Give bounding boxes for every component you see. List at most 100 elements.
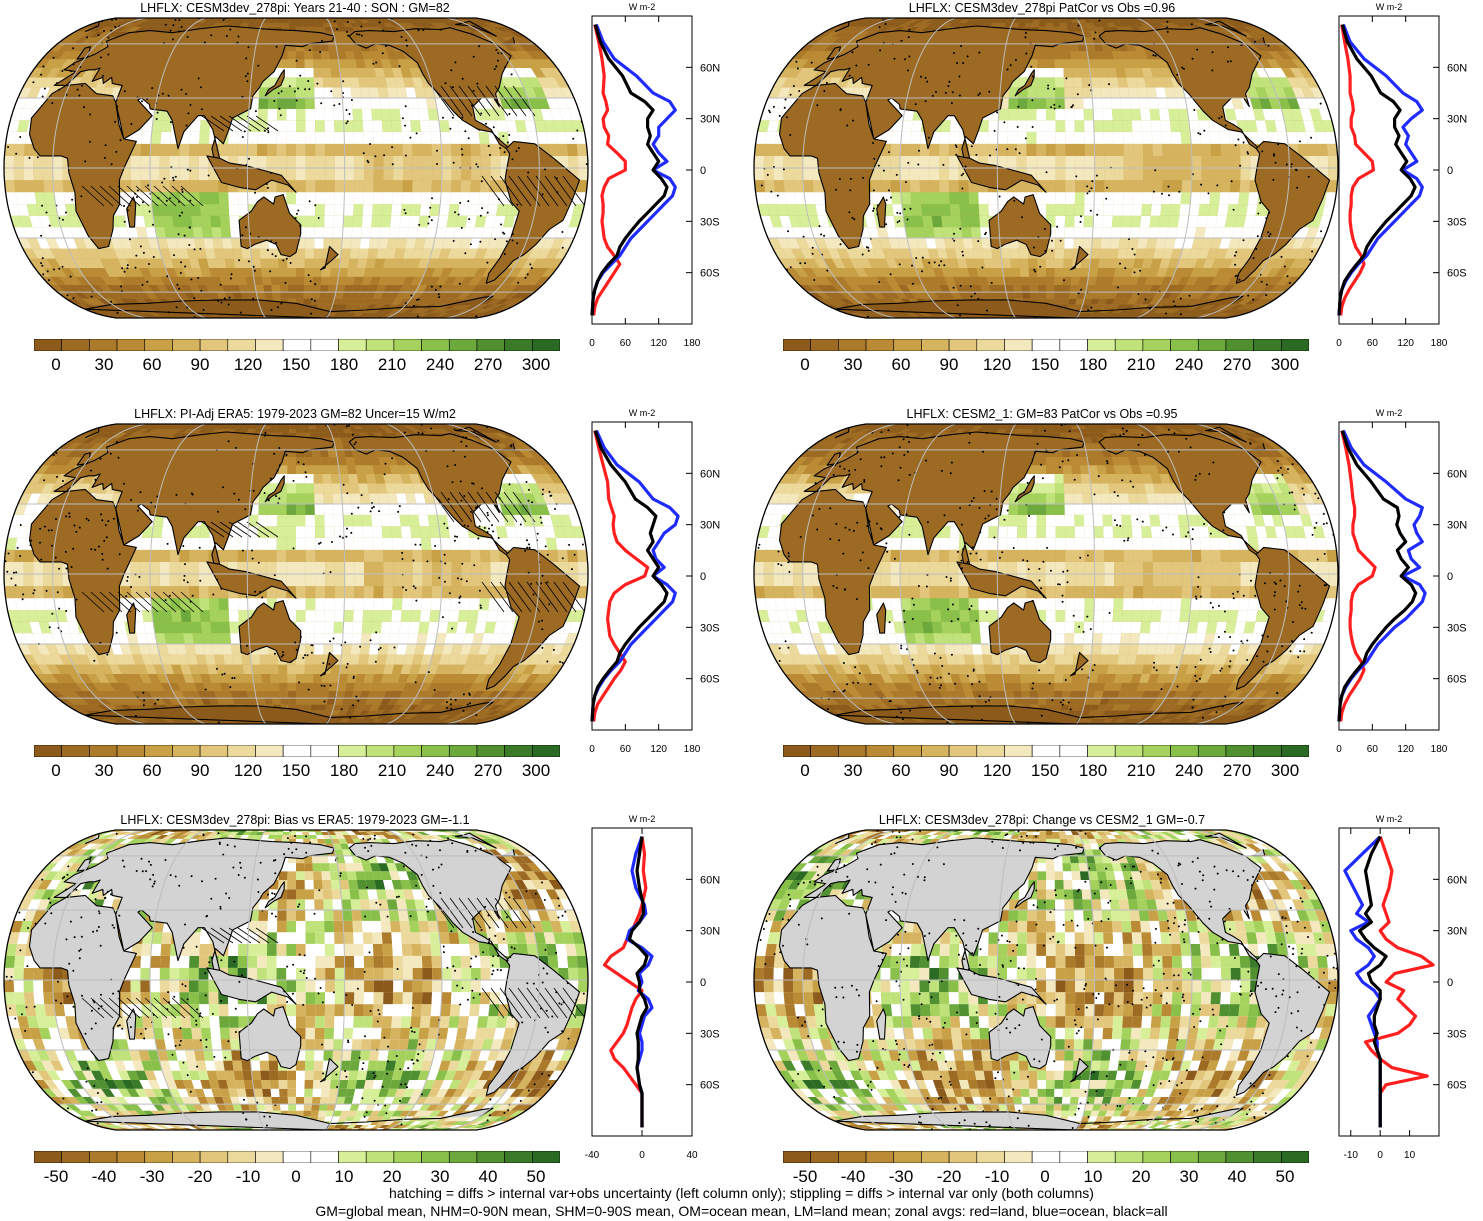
colorbar-tick-label: 30	[843, 355, 863, 374]
colorbar-swatch	[1114, 745, 1144, 757]
colorbar-tick-label: 90	[190, 761, 210, 780]
colorbar-swatch	[227, 1151, 256, 1163]
zonal-xtick: 0	[1336, 744, 1342, 755]
panel-title-2: LHFLX: CESM3dev_278pi PatCor vs Obs =0.9…	[908, 1, 1176, 15]
colorbar-swatch	[338, 339, 367, 351]
colorbar-tick-label: 0	[800, 355, 810, 374]
colorbar-tick-label: 300	[1270, 355, 1300, 374]
colorbar-tick-label: 180	[329, 355, 359, 374]
colorbar-swatch	[504, 1151, 533, 1163]
zonal-all-line	[590, 430, 669, 722]
panel-title-4: LHFLX: CESM2_1: GM=83 PatCor vs Obs =0.9…	[906, 407, 1178, 421]
zonal-land-line	[1339, 24, 1375, 316]
colorbar-tick-label: 0	[1040, 1167, 1050, 1186]
colorbar-tick-label: 150	[281, 761, 311, 780]
colorbar-swatch	[1197, 339, 1227, 351]
zonal-all-line	[1358, 835, 1388, 1128]
zonal-all-line	[627, 836, 649, 1128]
colorbar-swatch	[1031, 745, 1061, 757]
colorbar-swatch	[1253, 1151, 1282, 1163]
colorbar-swatch	[838, 339, 867, 351]
colorbar-swatch	[948, 1151, 978, 1163]
footnote-line-2: GM=global mean, NHM=0-90N mean, SHM=0-90…	[315, 1203, 1168, 1219]
colorbar-swatch	[421, 1151, 450, 1163]
colorbar-swatch	[1004, 339, 1033, 351]
colorbar-tick-label: 150	[281, 355, 311, 374]
colorbar-swatch	[421, 745, 450, 757]
zonal-xtick: 0	[639, 1150, 645, 1161]
colorbar-swatch	[255, 745, 284, 757]
colorbar-swatch	[448, 1151, 478, 1163]
colorbar-swatch	[1059, 339, 1088, 351]
colorbar-swatch	[1004, 1151, 1033, 1163]
colorbar-swatch	[865, 745, 895, 757]
colorbar-6	[783, 1151, 1309, 1163]
zonal-xlabel: W m-2	[1376, 408, 1403, 418]
panel-title-1: LHFLX: CESM3dev_278pi: Years 21-40 : SON…	[140, 1, 450, 15]
colorbar-swatch	[448, 745, 478, 757]
zonal-ytick: 0	[700, 165, 706, 177]
zonal-land-line	[602, 836, 648, 1128]
colorbar-tick-label: 120	[982, 355, 1012, 374]
panel-title-3: LHFLX: PI-Adj ERA5: 1979-2023 GM=82 Unce…	[134, 407, 456, 421]
colorbar-swatch	[172, 745, 201, 757]
colorbar-swatch	[365, 1151, 395, 1163]
colorbar-tick-label: 240	[425, 355, 455, 374]
colorbar-swatch	[810, 745, 839, 757]
colorbar-tick-label: 150	[1030, 761, 1060, 780]
zonal-xtick: 60	[1367, 744, 1379, 755]
colorbar-tick-label: 0	[51, 761, 61, 780]
colorbar-swatch	[393, 1151, 422, 1163]
colorbar-swatch	[504, 745, 533, 757]
zonal-xtick: 60	[620, 338, 632, 349]
colorbar-tick-label: 90	[939, 355, 959, 374]
colorbar-tick-label: 30	[94, 761, 114, 780]
colorbar-swatch	[948, 339, 978, 351]
colorbar-swatch	[1059, 1151, 1088, 1163]
colorbar-swatch	[1059, 745, 1088, 757]
zonal-ytick: 60N	[1447, 468, 1467, 480]
colorbar-3	[34, 745, 560, 757]
colorbar-tick-label: 0	[51, 355, 61, 374]
colorbar-swatch	[365, 745, 395, 757]
colorbar-tick-label: -20	[187, 1167, 213, 1186]
colorbar-swatch	[1087, 1151, 1116, 1163]
colorbar-swatch	[1031, 339, 1061, 351]
zonal-ytick: 60N	[700, 62, 720, 74]
colorbar-tick-label: -40	[91, 1167, 117, 1186]
panel-title-6: LHFLX: CESM3dev_278pi: Change vs CESM2_1…	[878, 813, 1206, 827]
colorbar-swatch	[1225, 339, 1254, 351]
colorbar-swatch	[921, 1151, 950, 1163]
colorbar-tick-label: 30	[843, 761, 863, 780]
colorbar-swatch	[1142, 339, 1171, 351]
colorbar-swatch	[476, 339, 505, 351]
zonal-ytick: 0	[700, 571, 706, 583]
colorbar-swatch	[255, 1151, 284, 1163]
zonal-plot-2: W m-2 0 60 120 180 60N 30N 0 30S 60S	[1336, 2, 1467, 349]
zonal-ytick: 30N	[700, 520, 720, 532]
colorbar-swatch	[34, 745, 62, 757]
colorbar-swatch	[61, 1151, 90, 1163]
zonal-plot-1: W m-2 0 60 120 180 60N 30N 0 30S 60S	[589, 2, 720, 349]
colorbar-swatch	[1142, 1151, 1171, 1163]
colorbar-tick-label: 300	[521, 355, 551, 374]
zonal-land-line	[592, 24, 627, 316]
colorbar-tick-label: 180	[1078, 355, 1108, 374]
zonal-ytick: 60N	[700, 468, 720, 480]
zonal-ytick: 0	[700, 977, 706, 989]
colorbar-swatch	[338, 745, 367, 757]
colorbar-tick-label: 10	[1083, 1167, 1103, 1186]
map-panel-1	[3, 17, 589, 319]
colorbar-tick-label: -40	[840, 1167, 866, 1186]
zonal-ytick: 30S	[700, 622, 720, 634]
colorbar-swatch	[810, 339, 839, 351]
colorbar-swatch	[34, 1151, 62, 1163]
colorbar-swatch	[89, 1151, 118, 1163]
colorbar-5	[34, 1151, 560, 1163]
colorbar-swatch	[172, 339, 201, 351]
map-panel-4	[753, 423, 1339, 725]
colorbar-tick-label: -10	[984, 1167, 1010, 1186]
zonal-ytick: 30S	[700, 1028, 720, 1040]
colorbar-swatch	[838, 1151, 867, 1163]
colorbar-swatch	[1170, 1151, 1199, 1163]
